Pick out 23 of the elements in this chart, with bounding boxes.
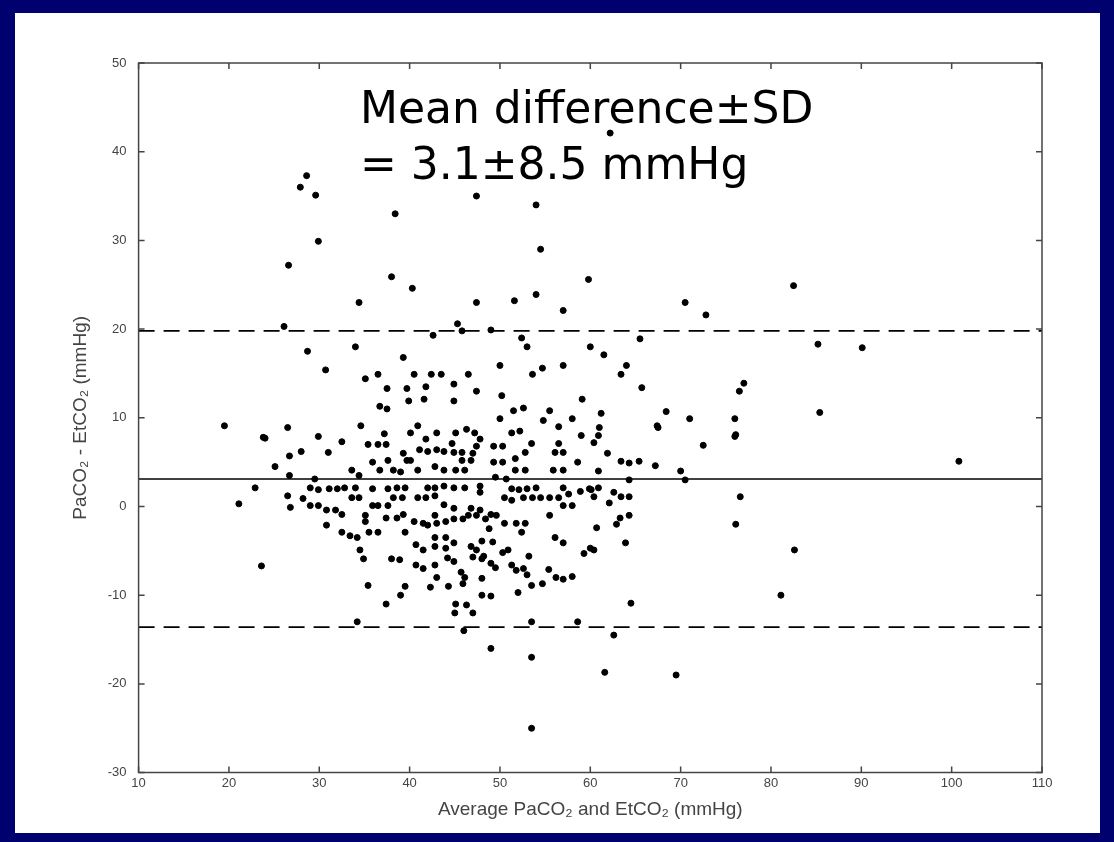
y-tick-label: 0 [119,498,127,514]
x-tick-label: 110 [1031,774,1053,790]
annotation: Mean difference±SD = 3.1±8.5 mmHg [359,82,814,189]
x-tick-label: 10 [131,774,146,790]
x-tick-label: 30 [312,774,327,790]
y-tick-label: -20 [107,675,127,691]
x-axis-title: Average PaCO₂ and EtCO₂ (mmHg) [437,797,743,819]
x-tick-label: 20 [221,774,237,790]
y-axis-title: PaCO₂ - EtCO₂ (mmHg) [68,315,90,520]
x-tick-label: 70 [673,774,688,790]
x-tick-label: 90 [854,774,869,790]
y-tick-label: 30 [112,231,127,247]
x-tick-label: 80 [763,774,779,790]
x-tick-label: 100 [940,774,963,790]
y-tick-label: 50 [112,54,127,70]
y-tick-label: 40 [112,143,127,159]
x-tick-label: 50 [492,774,508,790]
y-tick-label: 20 [112,320,127,336]
x-tick-label: 40 [402,774,417,790]
y-tick-label: -10 [107,586,127,602]
y-tick-label: -30 [107,764,127,780]
x-tick-label: 60 [583,774,598,790]
y-tick-label: 10 [112,409,127,425]
